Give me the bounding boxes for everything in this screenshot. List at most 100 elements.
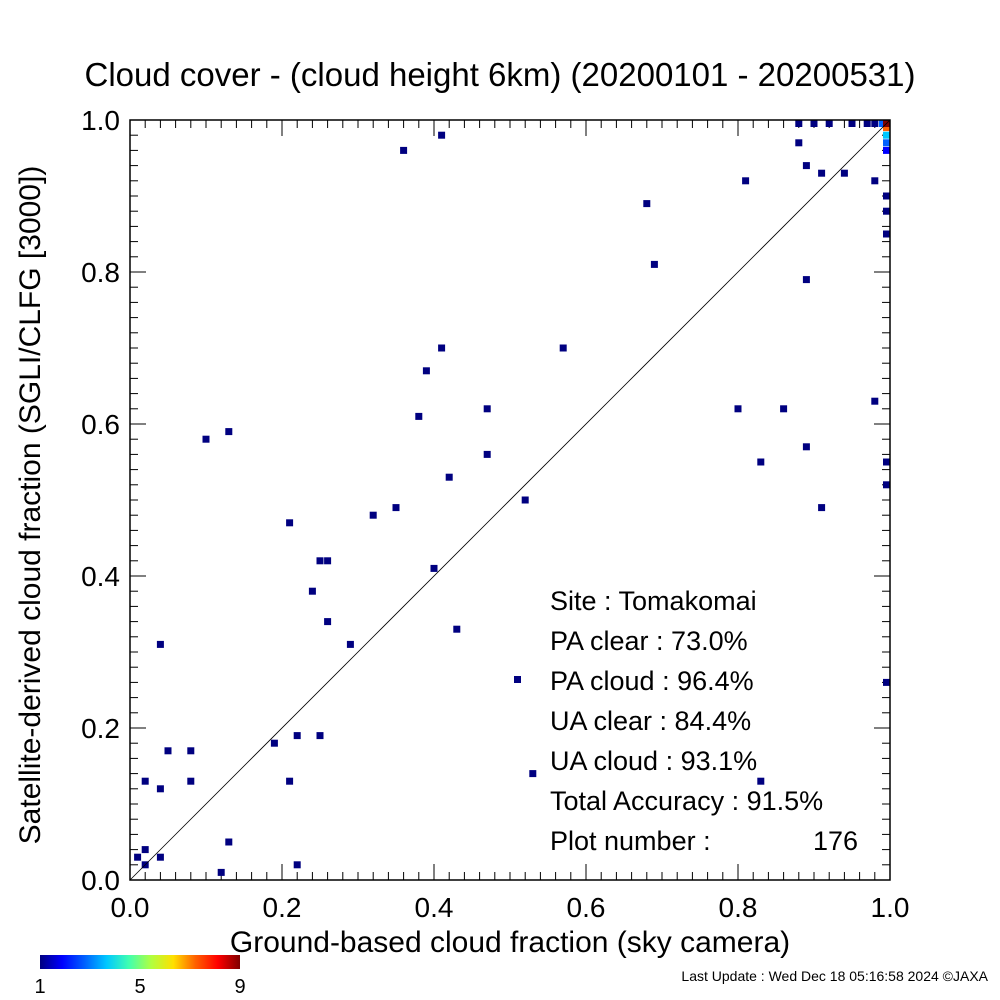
plot-number-value: 176: [813, 826, 858, 856]
data-point: [883, 207, 890, 215]
data-point: [156, 853, 164, 861]
x-tick-label: 0.8: [719, 892, 758, 923]
data-point: [883, 139, 890, 147]
data-point: [141, 777, 149, 785]
data-point: [802, 276, 810, 284]
y-tick-label: 0.4: [81, 561, 120, 592]
data-point: [883, 678, 890, 686]
data-point: [445, 473, 453, 481]
x-tick-label: 0.2: [263, 892, 302, 923]
x-axis-label: Ground-based cloud fraction (sky camera): [230, 926, 790, 959]
data-point: [392, 504, 400, 512]
one-to-one-line: [129, 119, 891, 881]
data-point: [878, 120, 886, 127]
x-tick-label: 0.6: [567, 892, 606, 923]
data-point: [141, 846, 149, 854]
plot-frame: [129, 119, 891, 881]
colorbar-tick-label: 5: [134, 976, 145, 998]
data-point: [308, 587, 316, 595]
data-point: [840, 169, 848, 177]
colorbar-gradient: [40, 955, 240, 969]
data-point: [734, 405, 742, 413]
data-point: [453, 625, 461, 633]
data-point: [324, 618, 332, 626]
data-point: [795, 139, 803, 147]
data-point: [818, 169, 826, 177]
data-points: [134, 120, 890, 876]
data-point: [400, 146, 408, 154]
data-point: [643, 200, 651, 208]
data-point: [293, 732, 301, 740]
data-point: [316, 557, 324, 565]
data-point: [802, 162, 810, 170]
plot-number-label: Plot number :: [550, 826, 711, 856]
axis-ticks: 0.0 0.2 0.4 0.6 0.8 1.0 0.0 0.2 0.4 0.6 0.8 1.0: [81, 105, 909, 923]
data-point: [559, 344, 567, 352]
y-tick-label: 0.8: [81, 257, 120, 288]
x-tick-label: 1.0: [871, 892, 910, 923]
data-point: [483, 450, 491, 458]
colorbar-tick-label: 9: [234, 976, 245, 998]
data-point: [483, 405, 491, 413]
data-point: [883, 131, 890, 139]
y-axis-label: Satellite-derived cloud fraction (SGLI/C…: [14, 166, 47, 845]
y-tick-label: 0.2: [81, 713, 120, 744]
data-point: [883, 146, 890, 154]
y-tick-label: 0.6: [81, 409, 120, 440]
data-point: [742, 177, 750, 185]
data-point: [430, 564, 438, 572]
data-point: [871, 177, 879, 185]
pa-cloud-label: PA cloud : 96.4%: [550, 666, 754, 696]
data-point: [795, 120, 803, 127]
ua-clear-label: UA clear : 84.4%: [550, 706, 751, 736]
data-point: [156, 640, 164, 648]
data-point: [883, 124, 890, 132]
data-point: [650, 260, 658, 268]
data-point: [871, 120, 879, 127]
data-point: [848, 120, 856, 127]
data-point: [225, 838, 233, 846]
data-point: [438, 131, 446, 139]
data-point: [422, 367, 430, 375]
chart-title: Cloud cover - (cloud height 6km) (202001…: [84, 56, 916, 93]
data-point: [883, 458, 890, 466]
stats-annotation: Site : Tomakomai PA clear : 73.0% PA clo…: [514, 586, 858, 856]
data-point: [415, 412, 423, 420]
pa-clear-label: PA clear : 73.0%: [550, 626, 748, 656]
y-tick-label: 1.0: [81, 105, 120, 136]
data-point: [225, 428, 233, 436]
data-point: [164, 747, 172, 755]
data-point: [825, 120, 833, 127]
data-point: [529, 770, 537, 778]
data-point: [187, 747, 195, 755]
x-tick-label: 0.0: [111, 892, 150, 923]
data-point: [270, 739, 278, 747]
data-point: [217, 868, 225, 876]
data-point: [883, 230, 890, 238]
data-point: [286, 519, 294, 527]
last-update-text: Last Update : Wed Dec 18 05:16:58 2024 ©…: [681, 968, 988, 984]
data-point: [346, 640, 354, 648]
colorbar-tick-label: 1: [34, 976, 45, 998]
data-point: [757, 777, 765, 785]
data-point: [780, 405, 788, 413]
data-point: [810, 120, 818, 127]
data-point: [818, 504, 826, 512]
data-point: [293, 861, 301, 869]
data-point: [871, 397, 879, 405]
y-tick-label: 0.0: [81, 865, 120, 896]
ua-cloud-label: UA cloud : 93.1%: [550, 746, 757, 776]
data-point: [156, 785, 164, 793]
data-point: [286, 777, 294, 785]
data-point: [883, 192, 890, 200]
site-label: Site : Tomakomai: [550, 586, 757, 616]
data-point: [521, 496, 529, 504]
data-point: [863, 120, 871, 127]
data-point: [883, 481, 890, 489]
data-point: [202, 435, 210, 443]
data-point: [134, 853, 142, 861]
data-point: [187, 777, 195, 785]
total-accuracy-label: Total Accuracy : 91.5%: [550, 786, 823, 816]
x-tick-label: 0.4: [415, 892, 454, 923]
